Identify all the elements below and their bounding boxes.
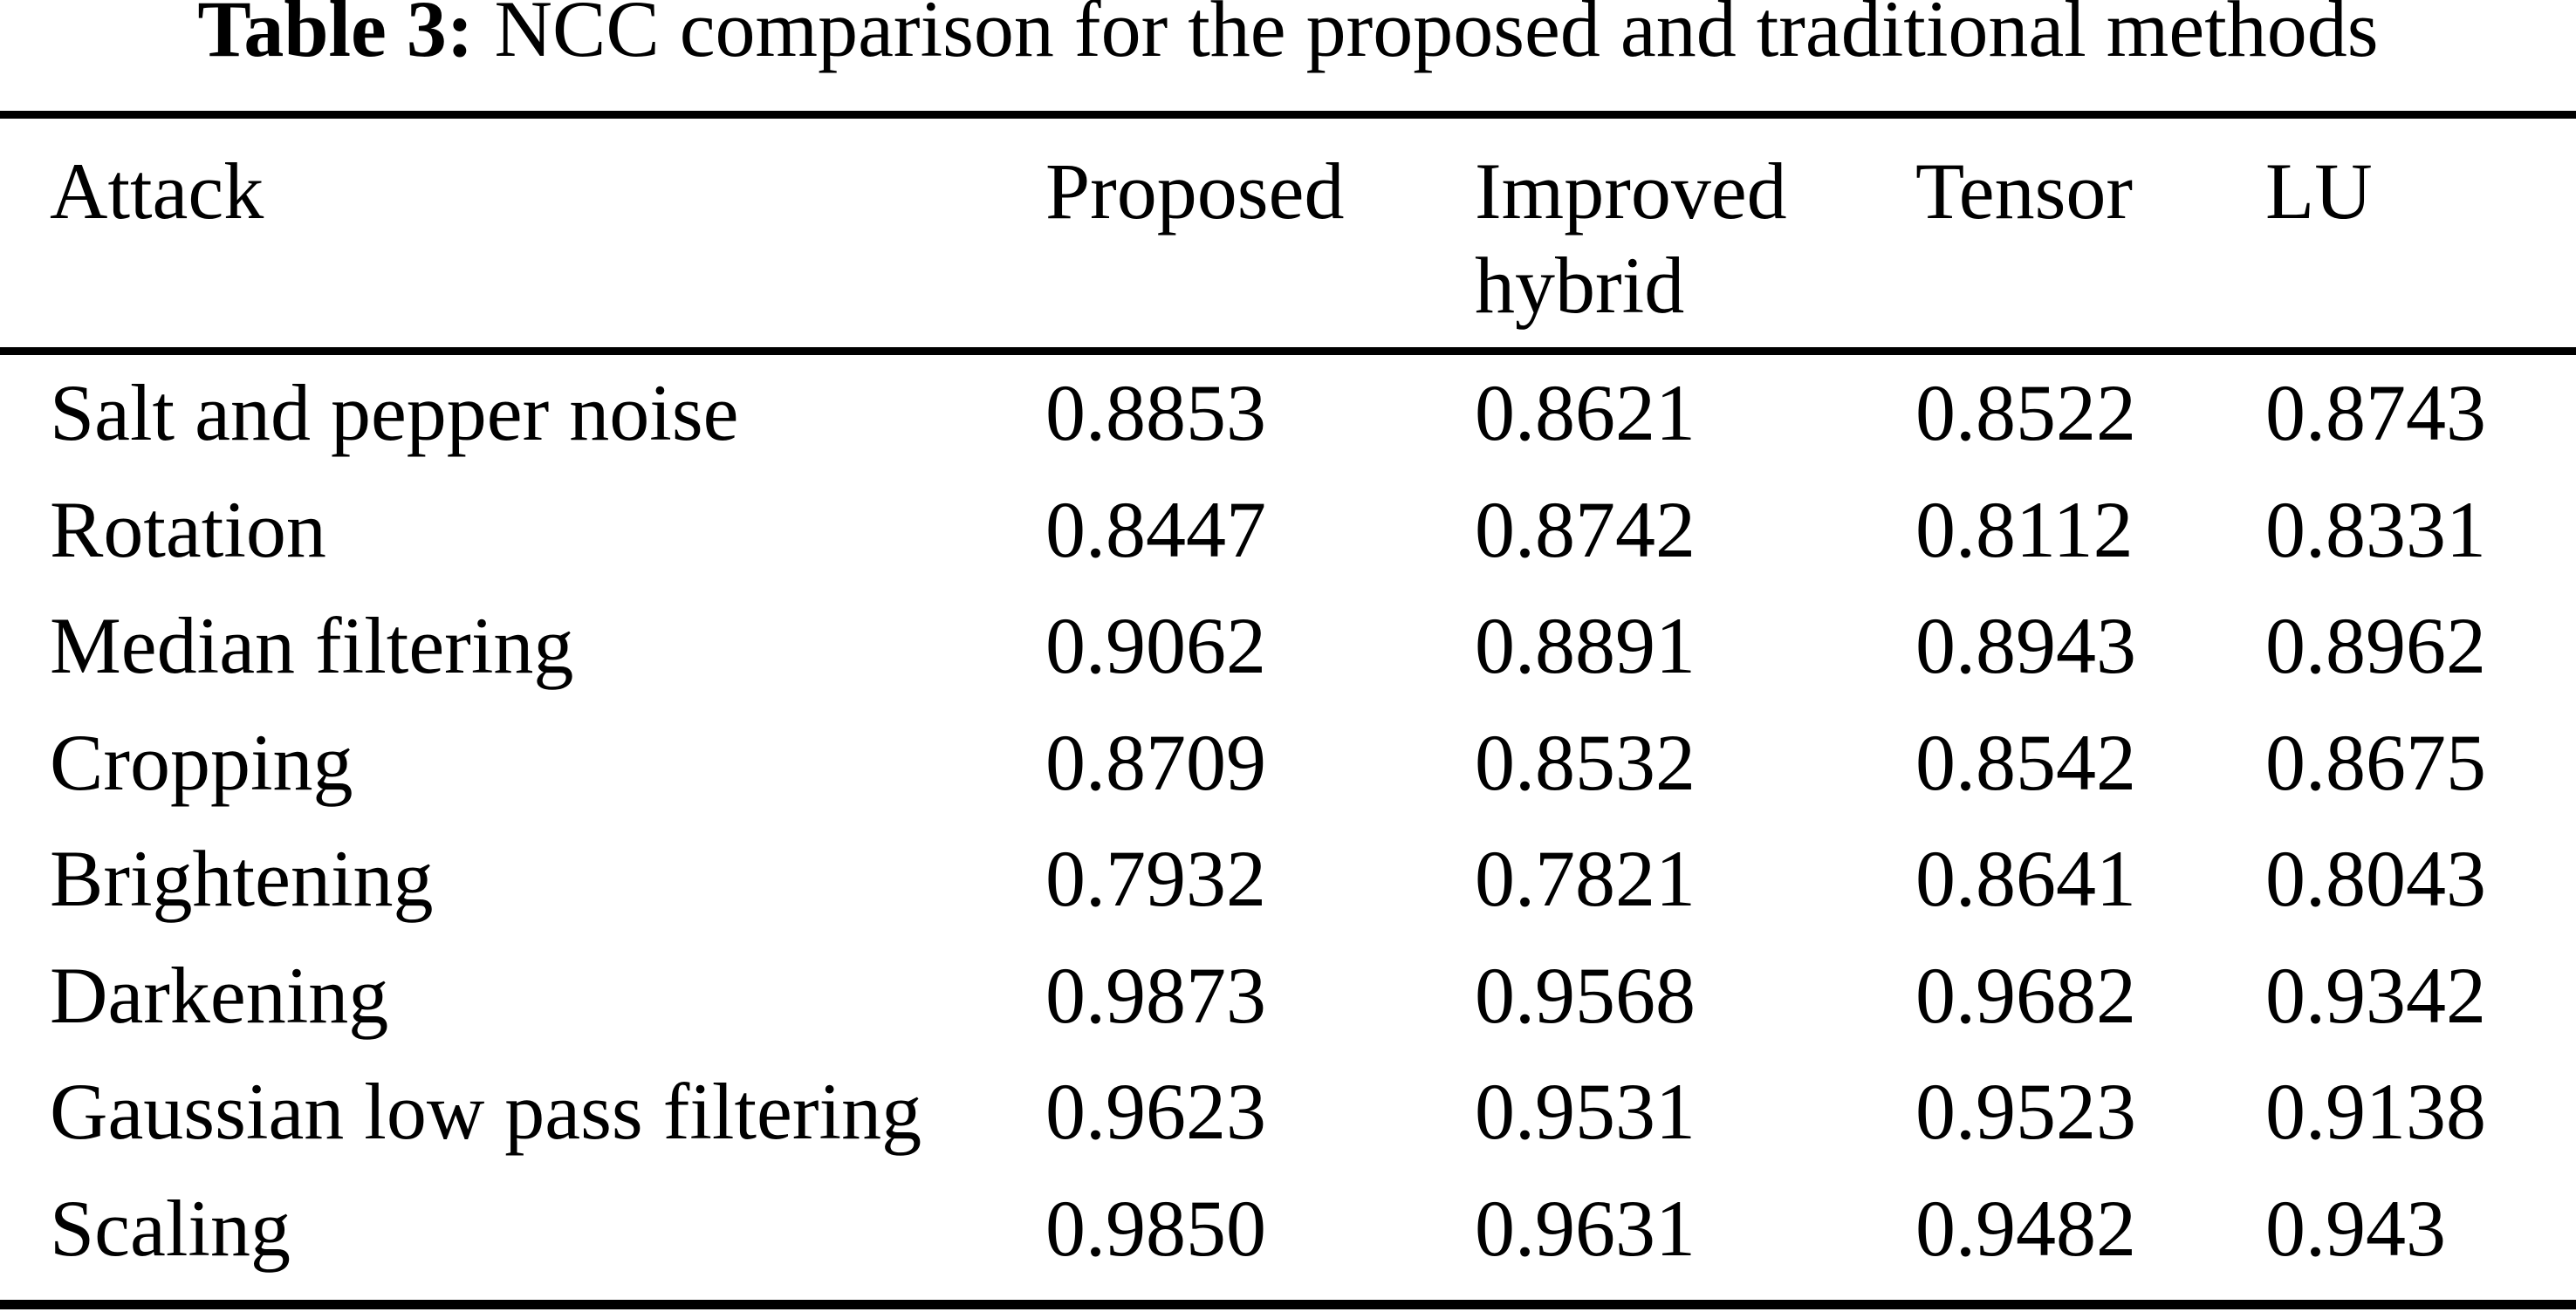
value-cell: 0.9482	[1915, 1183, 2136, 1273]
table-body: Salt and pepper noise 0.8853 0.8621 0.85…	[0, 355, 2576, 1287]
header-improved-hybrid: Improved hybrid	[1475, 147, 1787, 330]
attack-cell: Darkening	[50, 950, 389, 1040]
value-cell: 0.9523	[1915, 1067, 2136, 1156]
table-header-row: Attack Proposed Improved hybrid Tensor L…	[0, 144, 2576, 347]
table-row: Gaussian low pass filtering 0.9623 0.953…	[0, 1054, 2576, 1171]
table-row: Salt and pepper noise 0.8853 0.8621 0.85…	[0, 355, 2576, 472]
table-caption-text: NCC comparison for the proposed and trad…	[494, 0, 2379, 73]
value-cell: 0.8641	[1915, 834, 2136, 923]
value-cell: 0.8891	[1475, 601, 1696, 690]
value-cell: 0.9568	[1475, 950, 1696, 1040]
table-row: Scaling 0.9850 0.9631 0.9482 0.943	[0, 1171, 2576, 1288]
table-caption: Table 3: NCC comparison for the proposed …	[0, 0, 2576, 77]
value-cell: 0.8943	[1915, 601, 2136, 690]
attack-cell: Scaling	[50, 1183, 291, 1273]
attack-cell: Median filtering	[50, 601, 574, 690]
value-cell: 0.8709	[1045, 717, 1266, 807]
value-cell: 0.9531	[1475, 1067, 1696, 1156]
attack-cell: Brightening	[50, 834, 434, 923]
table-row: Brightening 0.7932 0.7821 0.8641 0.8043	[0, 821, 2576, 938]
table-row: Rotation 0.8447 0.8742 0.8112 0.8331	[0, 472, 2576, 589]
value-cell: 0.9623	[1045, 1067, 1266, 1156]
value-cell: 0.8043	[2265, 834, 2486, 923]
top-rule	[0, 111, 2576, 119]
value-cell: 0.8853	[1045, 368, 1266, 457]
value-cell: 0.8542	[1915, 717, 2136, 807]
value-cell: 0.9138	[2265, 1067, 2486, 1156]
value-cell: 0.8675	[2265, 717, 2486, 807]
value-cell: 0.8743	[2265, 368, 2486, 457]
value-cell: 0.7821	[1475, 834, 1696, 923]
table-row: Darkening 0.9873 0.9568 0.9682 0.9342	[0, 938, 2576, 1055]
table-row: Cropping 0.8709 0.8532 0.8542 0.8675	[0, 705, 2576, 822]
value-cell: 0.9342	[2265, 950, 2486, 1040]
value-cell: 0.8742	[1475, 484, 1696, 574]
attack-cell: Rotation	[50, 484, 326, 574]
attack-cell: Gaussian low pass filtering	[50, 1067, 922, 1156]
table-caption-label: Table 3:	[197, 0, 474, 73]
attack-cell: Cropping	[50, 717, 353, 807]
header-attack: Attack	[50, 147, 264, 236]
value-cell: 0.8962	[2265, 601, 2486, 690]
value-cell: 0.9062	[1045, 601, 1266, 690]
value-cell: 0.8532	[1475, 717, 1696, 807]
value-cell: 0.8621	[1475, 368, 1696, 457]
table-row: Median filtering 0.9062 0.8891 0.8943 0.…	[0, 588, 2576, 705]
value-cell: 0.9850	[1045, 1183, 1266, 1273]
value-cell: 0.8522	[1915, 368, 2136, 457]
header-tensor: Tensor	[1915, 147, 2134, 236]
header-lu: LU	[2265, 147, 2373, 236]
value-cell: 0.8112	[1915, 484, 2134, 574]
bottom-rule	[0, 1300, 2576, 1309]
value-cell: 0.7932	[1045, 834, 1266, 923]
value-cell: 0.9631	[1475, 1183, 1696, 1273]
value-cell: 0.9873	[1045, 950, 1266, 1040]
value-cell: 0.8331	[2265, 484, 2486, 574]
header-proposed: Proposed	[1045, 147, 1345, 236]
value-cell: 0.8447	[1045, 484, 1266, 574]
attack-cell: Salt and pepper noise	[50, 368, 739, 457]
header-body-rule	[0, 347, 2576, 355]
value-cell: 0.9682	[1915, 950, 2136, 1040]
value-cell: 0.943	[2265, 1183, 2446, 1273]
